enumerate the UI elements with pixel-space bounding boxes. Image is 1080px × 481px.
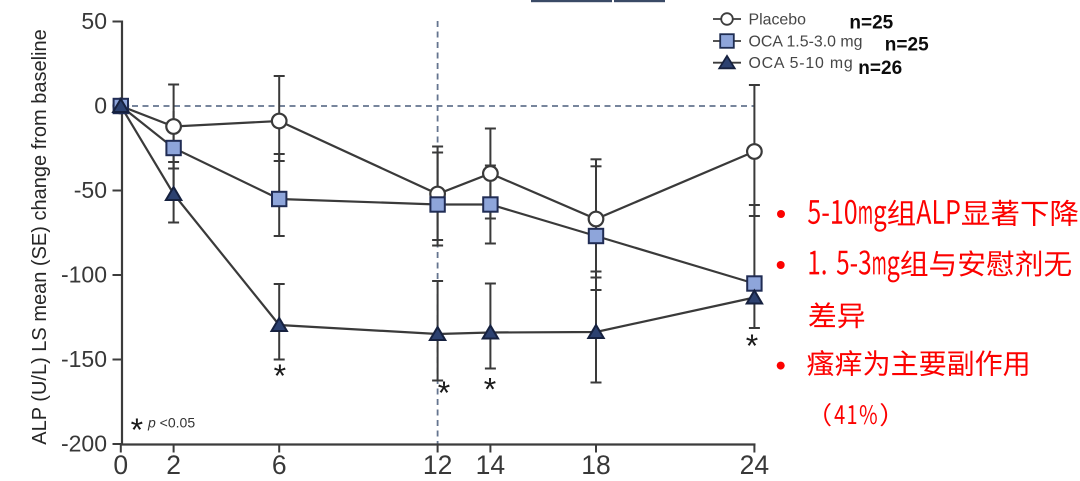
svg-text:ALP (U/L) LS mean (SE) change: ALP (U/L) LS mean (SE) change from basel… (29, 29, 51, 444)
svg-text:p <0.05: p <0.05 (147, 415, 195, 431)
svg-text:0: 0 (94, 93, 107, 119)
svg-text:-150: -150 (61, 346, 107, 372)
svg-text:*: * (438, 375, 450, 411)
svg-text:OCA 1.5-3.0 mg: OCA 1.5-3.0 mg (749, 33, 863, 50)
svg-text:12: 12 (423, 450, 452, 480)
svg-text:OCA 5-10 mg: OCA 5-10 mg (749, 55, 854, 72)
svg-text:*: * (274, 358, 286, 394)
svg-text:6: 6 (272, 450, 287, 480)
svg-text:*: * (746, 328, 758, 364)
svg-text:24: 24 (740, 450, 769, 480)
svg-text:0: 0 (113, 450, 128, 480)
svg-text:50: 50 (81, 8, 107, 34)
svg-text:Placebo: Placebo (749, 11, 807, 28)
svg-text:14: 14 (476, 450, 505, 480)
svg-text:-100: -100 (61, 262, 107, 288)
svg-text:n=26: n=26 (858, 58, 902, 79)
svg-text:*: * (484, 372, 496, 408)
svg-text:-200: -200 (61, 431, 107, 457)
svg-text:-50: -50 (74, 177, 107, 203)
svg-text:n=25: n=25 (849, 12, 893, 33)
svg-text:*: * (131, 412, 143, 448)
svg-text:18: 18 (581, 450, 610, 480)
svg-text:n=25: n=25 (885, 34, 929, 55)
svg-text:2: 2 (166, 450, 181, 480)
